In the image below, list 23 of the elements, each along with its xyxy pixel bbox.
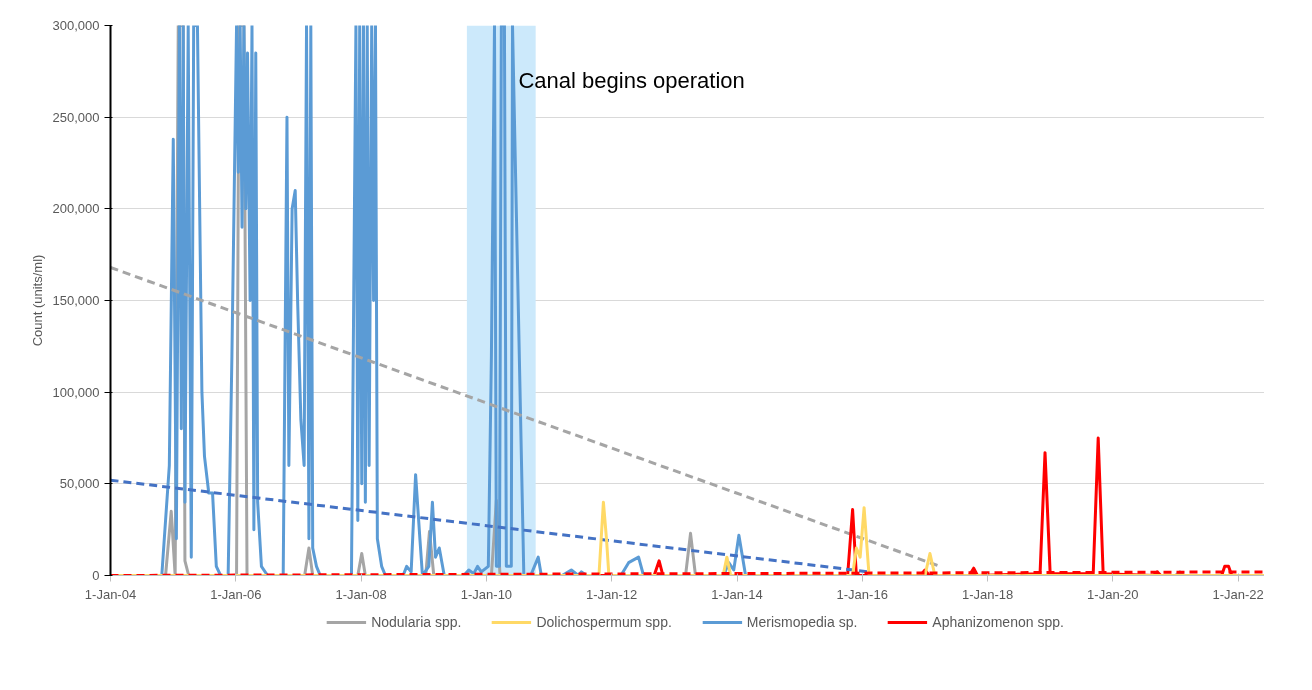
legend-label: Dolichospermum spp. — [536, 614, 672, 630]
y-tick-label: 0 — [92, 568, 100, 583]
y-tick-label: 50,000 — [59, 476, 100, 492]
legend-label: Merismopedia sp. — [746, 614, 858, 630]
x-tick-label: 1-Jan-04 — [84, 586, 137, 602]
x-tick-label: 1-Jan-20 — [1087, 586, 1139, 602]
x-tick-label: 1-Jan-22 — [1212, 586, 1264, 602]
x-tick-label: 1-Jan-06 — [210, 586, 262, 602]
y-tick-label: 300,000 — [52, 18, 100, 33]
x-tick-label: 1-Jan-08 — [335, 586, 387, 602]
x-tick-label: 1-Jan-18 — [961, 586, 1014, 602]
x-tick-label: 1-Jan-16 — [836, 586, 888, 602]
y-axis-title: Count (units/ml) — [29, 254, 45, 347]
y-tick-label: 200,000 — [52, 201, 100, 217]
legend-label: Aphanizomenon spp. — [932, 614, 1064, 630]
x-tick-label: 1-Jan-10 — [460, 586, 513, 602]
band-label: Canal begins operation — [518, 68, 745, 93]
y-tick-label: 100,000 — [52, 384, 100, 400]
y-tick-label: 250,000 — [52, 109, 100, 125]
legend-label: Nodularia spp. — [371, 614, 462, 630]
y-tick-label: 150,000 — [52, 293, 100, 308]
x-tick-label: 1-Jan-14 — [711, 586, 763, 602]
x-tick-label: 1-Jan-12 — [585, 586, 638, 602]
